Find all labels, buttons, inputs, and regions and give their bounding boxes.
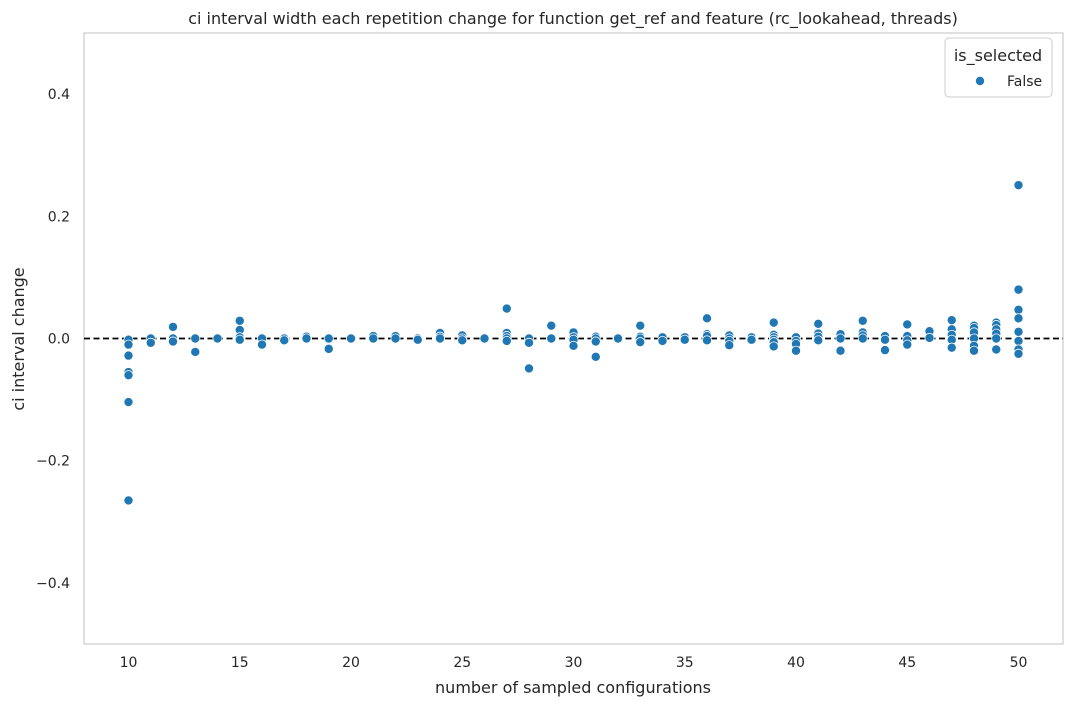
data-point — [546, 333, 557, 344]
data-point — [1013, 180, 1024, 191]
y-tick-label: 0.4 — [48, 87, 70, 103]
data-point — [946, 342, 957, 353]
data-point — [368, 333, 379, 344]
data-points — [123, 180, 1024, 506]
data-point — [1013, 326, 1024, 337]
x-tick-label: 20 — [342, 655, 360, 671]
legend: is_selected False — [944, 37, 1053, 98]
data-point — [279, 335, 290, 346]
chart-title: ci interval width each repetition change… — [188, 9, 958, 29]
data-point — [167, 321, 178, 332]
data-point — [1013, 335, 1024, 346]
data-point — [1013, 304, 1024, 315]
data-point — [145, 337, 156, 348]
data-point — [457, 335, 468, 346]
x-tick-label: 25 — [453, 655, 471, 671]
data-point — [746, 334, 757, 345]
data-point — [613, 333, 624, 344]
data-point — [635, 320, 646, 331]
data-point — [813, 335, 824, 346]
y-tick-label: −0.2 — [36, 454, 70, 470]
data-point — [702, 313, 713, 324]
data-point — [167, 336, 178, 347]
data-point — [880, 334, 891, 345]
data-point — [412, 334, 423, 345]
x-tick-label: 15 — [231, 655, 249, 671]
y-tick-label: −0.4 — [36, 576, 70, 592]
data-point — [524, 337, 535, 348]
data-point — [524, 363, 535, 374]
data-point — [835, 345, 846, 356]
data-point — [123, 339, 134, 350]
data-point — [902, 319, 913, 330]
data-point — [123, 350, 134, 361]
data-point — [924, 332, 935, 343]
x-tick-label: 30 — [565, 655, 583, 671]
data-point — [123, 370, 134, 381]
legend-entry-false: False — [1007, 74, 1042, 90]
data-point — [946, 315, 957, 326]
x-tick-label: 35 — [676, 655, 694, 671]
data-point — [835, 333, 846, 344]
x-tick-label: 10 — [120, 655, 138, 671]
data-point — [1013, 284, 1024, 295]
data-point — [501, 335, 512, 346]
data-point — [857, 333, 868, 344]
data-point — [123, 495, 134, 506]
y-axis-ticks: −0.4 −0.2 0.0 0.2 0.4 — [36, 87, 70, 592]
y-tick-label: 0.0 — [48, 332, 70, 348]
data-point — [1013, 313, 1024, 324]
x-tick-label: 40 — [787, 655, 805, 671]
data-point — [234, 315, 245, 326]
data-point — [323, 343, 334, 354]
data-point — [768, 317, 779, 328]
legend-title: is_selected — [954, 46, 1042, 66]
data-point — [590, 351, 601, 362]
data-point — [301, 333, 312, 344]
data-point — [1013, 348, 1024, 359]
data-point — [679, 334, 690, 345]
data-point — [345, 333, 356, 344]
y-tick-label: 0.2 — [48, 209, 70, 225]
data-point — [969, 345, 980, 356]
data-point — [190, 346, 201, 357]
y-axis-label: ci interval change — [9, 267, 28, 410]
data-point — [234, 334, 245, 345]
data-point — [702, 335, 713, 346]
data-point — [635, 337, 646, 348]
x-tick-label: 45 — [898, 655, 916, 671]
data-point — [479, 333, 490, 344]
data-point — [123, 397, 134, 408]
legend-box — [944, 37, 1053, 98]
data-point — [212, 333, 223, 344]
data-point — [902, 339, 913, 350]
data-point — [813, 318, 824, 329]
data-point — [791, 345, 802, 356]
data-point — [991, 344, 1002, 355]
data-point — [323, 333, 334, 344]
legend-marker-false — [975, 76, 986, 87]
data-point — [657, 335, 668, 346]
data-point — [390, 333, 401, 344]
data-point — [546, 320, 557, 331]
data-point — [991, 333, 1002, 344]
data-point — [880, 345, 891, 356]
x-axis-ticks: 10 15 20 25 30 35 40 45 50 — [120, 655, 1028, 671]
x-tick-label: 50 — [1010, 655, 1028, 671]
data-point — [190, 333, 201, 344]
data-point — [256, 339, 267, 350]
x-axis-label: number of sampled configurations — [435, 678, 711, 697]
data-point — [568, 340, 579, 351]
data-point — [768, 341, 779, 352]
data-point — [590, 336, 601, 347]
data-point — [434, 333, 445, 344]
data-point — [724, 340, 735, 351]
data-point — [857, 315, 868, 326]
data-point — [501, 303, 512, 314]
